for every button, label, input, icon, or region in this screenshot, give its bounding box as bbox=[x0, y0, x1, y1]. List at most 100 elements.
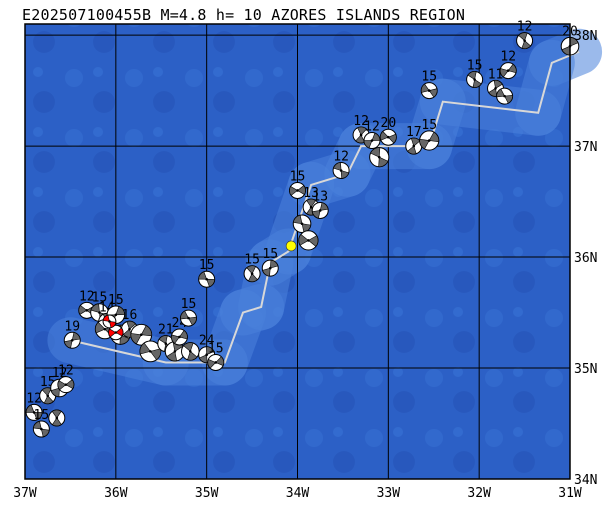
mechanism-center bbox=[387, 135, 390, 139]
mechanism-center bbox=[506, 69, 510, 72]
mechanism-depth-label: 15 bbox=[244, 253, 260, 268]
longitude-label: 35W bbox=[195, 486, 219, 501]
longitude-label: 32W bbox=[467, 486, 491, 501]
mechanism-compression bbox=[206, 278, 215, 288]
mechanism-compression bbox=[171, 334, 180, 344]
mechanism-compression bbox=[130, 333, 142, 345]
mechanism-depth-label: 12 bbox=[79, 289, 95, 304]
focal-mechanism: 12 bbox=[57, 364, 75, 394]
mechanism-compression bbox=[205, 346, 215, 356]
mechanism-depth-label: 15 bbox=[467, 58, 483, 73]
mechanism-compression bbox=[102, 314, 110, 322]
mechanism-center bbox=[128, 327, 131, 331]
mechanism-depth-label: 21 bbox=[158, 323, 174, 338]
mechanism-compression bbox=[140, 325, 152, 337]
mechanism-compression bbox=[521, 40, 532, 49]
focal-mechanism bbox=[48, 409, 66, 427]
mechanism-center bbox=[318, 209, 322, 212]
focal-mechanism bbox=[139, 340, 162, 363]
mechanism-compression bbox=[289, 185, 299, 196]
mechanism-compression bbox=[139, 342, 151, 355]
mechanism-center bbox=[309, 205, 313, 209]
mechanism-center bbox=[40, 427, 43, 431]
longitude-label: 34W bbox=[286, 486, 310, 501]
mechanism-compression bbox=[371, 132, 381, 141]
plate-boundary-line bbox=[70, 50, 580, 364]
focal-mechanism: 15 bbox=[419, 118, 440, 151]
latitude-label: 36N bbox=[574, 251, 597, 266]
mechanism-compression bbox=[65, 379, 75, 390]
mechanism-center bbox=[32, 411, 36, 414]
mechanism-compression bbox=[78, 304, 88, 315]
latitude-label: 34N bbox=[574, 473, 597, 488]
focal-mechanism: 15 bbox=[466, 58, 484, 88]
mechanism-center bbox=[205, 277, 208, 281]
mechanism-center bbox=[300, 222, 304, 226]
mechanism-compression bbox=[407, 145, 417, 155]
mechanism-compression bbox=[198, 271, 208, 280]
mechanism-compression bbox=[333, 162, 342, 171]
mechanism-depth-label: 11 bbox=[488, 67, 504, 82]
mechanism-center bbox=[523, 39, 526, 42]
mechanism-compression bbox=[269, 259, 279, 269]
longitude-label: 37W bbox=[13, 486, 37, 501]
mechanism-depth-label: 15 bbox=[181, 297, 197, 312]
mechanism-compression bbox=[298, 233, 309, 246]
mechanism-compression bbox=[108, 328, 117, 338]
mechanism-compression bbox=[158, 335, 168, 345]
mechanism-depth-label: 12 bbox=[364, 120, 380, 135]
mechanism-compression bbox=[57, 380, 67, 391]
mechanism-compression bbox=[262, 267, 271, 277]
mechanism-compression bbox=[41, 387, 52, 397]
epicenter-marker bbox=[285, 240, 297, 252]
mechanism-compression bbox=[488, 87, 498, 97]
mechanism-compression bbox=[420, 83, 430, 93]
mechanism-compression bbox=[499, 68, 509, 78]
focal-mechanism: 15 bbox=[180, 297, 197, 327]
mechanism-center bbox=[370, 139, 374, 142]
mechanism-compression bbox=[410, 137, 421, 147]
mechanism-depth-label: 12 bbox=[58, 364, 74, 379]
mechanism-center bbox=[85, 309, 89, 312]
focal-mechanism: 19 bbox=[63, 319, 81, 349]
longitude-label: 36W bbox=[104, 486, 128, 501]
mechanism-depth-label: 12 bbox=[517, 20, 533, 35]
mechanism-compression bbox=[357, 126, 367, 136]
focal-mechanism bbox=[292, 214, 312, 234]
mechanism-center bbox=[427, 89, 431, 92]
mechanism-compression bbox=[51, 409, 62, 419]
mechanism-compression bbox=[71, 332, 81, 341]
mechanism-center bbox=[377, 155, 381, 159]
mechanism-depth-label: 15 bbox=[262, 247, 278, 262]
latitude-label: 37N bbox=[574, 140, 597, 155]
mechanism-depth-label: 15 bbox=[34, 408, 50, 423]
focal-mechanism bbox=[108, 324, 124, 341]
focal-mechanism: 15 bbox=[420, 70, 438, 100]
focal-mechanism: 12 bbox=[363, 120, 381, 150]
mechanism-compression bbox=[496, 88, 506, 98]
longitude-labels: 37W 36W 35W 34W 33W 32W 31W bbox=[13, 486, 582, 501]
mechanism-compression bbox=[166, 350, 178, 362]
mechanism-compression bbox=[178, 330, 188, 340]
focal-mechanism: 17 bbox=[405, 125, 423, 155]
mechanism-depth-label: 13 bbox=[303, 186, 319, 201]
mechanism-compression bbox=[340, 170, 350, 179]
mechanism-depth-label: 15 bbox=[92, 291, 108, 306]
mechanism-depth-label: 15 bbox=[199, 258, 215, 273]
mechanism-center bbox=[108, 320, 111, 323]
mechanism-compression bbox=[380, 130, 389, 141]
mechanism-compression bbox=[126, 320, 136, 330]
mechanism-compression bbox=[507, 63, 517, 74]
latitude-labels: 38N 37N 36N 35N 34N bbox=[574, 29, 597, 488]
mechanism-compression bbox=[40, 428, 50, 438]
mechanism-compression bbox=[33, 412, 43, 421]
mechanism-center bbox=[359, 133, 363, 137]
mechanism-depth-label: 19 bbox=[64, 319, 80, 334]
mechanism-center bbox=[46, 394, 50, 398]
mechanism-center bbox=[205, 353, 208, 357]
mechanism-depth-label: 13 bbox=[312, 189, 328, 204]
mechanism-center bbox=[189, 350, 192, 353]
mechanism-compression bbox=[115, 306, 125, 316]
focal-mechanism: 24 bbox=[170, 316, 188, 346]
